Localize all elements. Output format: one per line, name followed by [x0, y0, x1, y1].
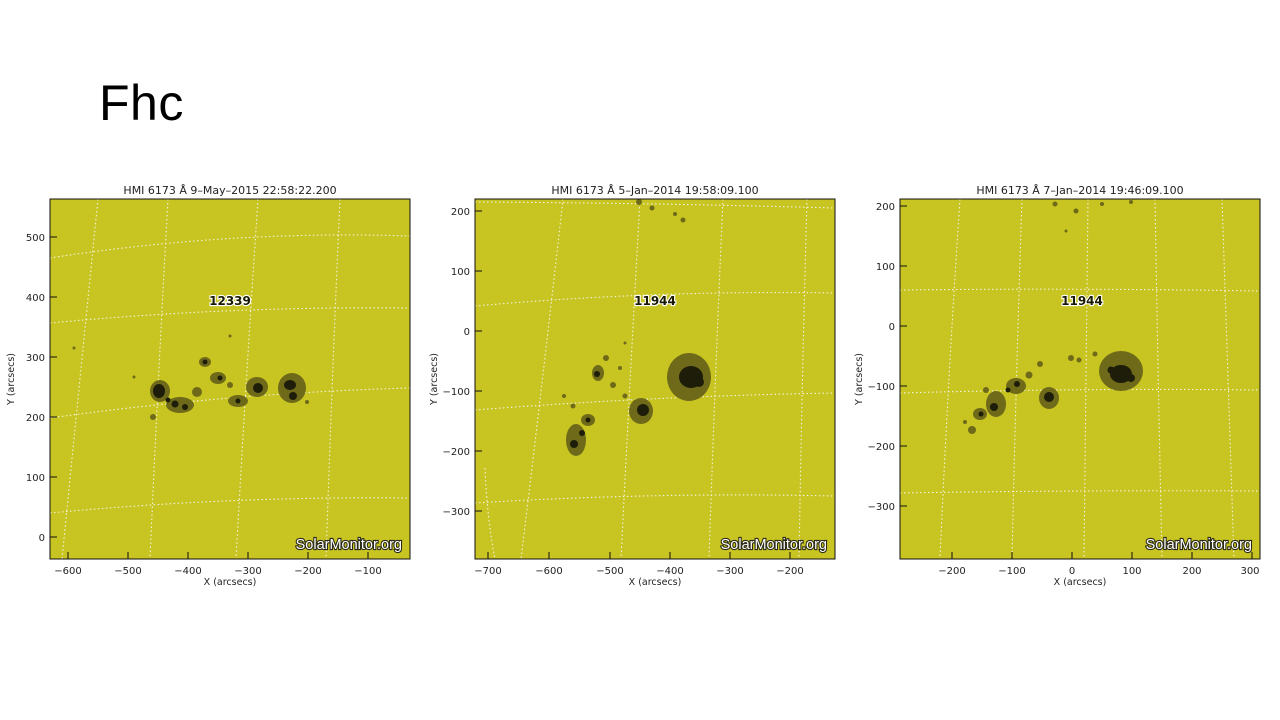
- y-axis-title: Y (arcsecs): [6, 353, 17, 406]
- y-tick-label: −100: [868, 382, 895, 393]
- sunspot-group: [963, 200, 1143, 434]
- x-tick-label: 100: [1122, 566, 1141, 577]
- x-tick-label: −200: [938, 566, 965, 577]
- y-tick-label: −200: [443, 447, 470, 458]
- x-tick-label: −300: [234, 566, 261, 577]
- x-tick-label: −600: [54, 566, 81, 577]
- watermark: SolarMonitor.org: [296, 537, 402, 553]
- solar-image: 12339 SolarMonitor.org: [49, 198, 411, 560]
- y-tick-label: 400: [26, 293, 45, 304]
- x-tick-label: −300: [716, 566, 743, 577]
- panel-title: HMI 6173 Å 7–Jan–2014 19:46:09.100: [976, 184, 1183, 197]
- y-tick-label: 200: [26, 413, 45, 424]
- x-tick-label: −400: [174, 566, 201, 577]
- y-tick-label: 500: [26, 233, 45, 244]
- x-axis-title: X (arcsecs): [204, 577, 257, 588]
- active-region-label: 11944: [634, 294, 676, 308]
- slide-title: Fhc: [99, 75, 184, 131]
- x-tick-label: −200: [294, 566, 321, 577]
- y-tick-label: 100: [451, 267, 470, 278]
- y-tick-label: 300: [26, 353, 45, 364]
- watermark: SolarMonitor.org: [1146, 537, 1252, 553]
- y-axis-title: Y (arcsecs): [854, 353, 865, 406]
- solar-image-panel-3: HMI 6173 Å 7–Jan–2014 19:46:09.100: [850, 178, 1270, 593]
- y-tick-label: 0: [464, 327, 470, 338]
- x-axis-title: X (arcsecs): [629, 577, 682, 588]
- x-tick-label: −500: [596, 566, 623, 577]
- x-tick-label: −600: [535, 566, 562, 577]
- panel-title: HMI 6173 Å 9–May–2015 22:58:22.200: [123, 184, 336, 197]
- solar-image-panel-1: HMI 6173 Å 9–May–2015 22:58:22.200: [0, 178, 420, 593]
- y-tick-label: 0: [889, 322, 895, 333]
- x-tick-label: 300: [1240, 566, 1259, 577]
- x-axis-title: X (arcsecs): [1054, 577, 1107, 588]
- active-region-label: 12339: [209, 294, 251, 308]
- y-tick-label: 200: [451, 207, 470, 218]
- panel-title: HMI 6173 Å 5–Jan–2014 19:58:09.100: [551, 184, 758, 197]
- solar-image: 11944 SolarMonitor.org: [474, 198, 836, 560]
- x-tick-label: 0: [1069, 566, 1075, 577]
- sunspot-group: [562, 199, 711, 456]
- x-tick-label: −500: [114, 566, 141, 577]
- y-tick-label: 0: [39, 533, 45, 544]
- y-tick-label: −300: [868, 502, 895, 513]
- heliographic-grid: [474, 198, 836, 560]
- y-tick-label: −100: [443, 387, 470, 398]
- y-tick-label: −200: [868, 442, 895, 453]
- x-tick-label: −400: [656, 566, 683, 577]
- y-tick-label: −300: [443, 507, 470, 518]
- y-axis-title: Y (arcsecs): [429, 353, 440, 406]
- x-tick-label: −100: [998, 566, 1025, 577]
- y-tick-label: 100: [876, 262, 895, 273]
- solar-image: 11944 SolarMonitor.org: [899, 198, 1261, 560]
- x-tick-label: −200: [776, 566, 803, 577]
- y-tick-label: 100: [26, 473, 45, 484]
- sunspot-group: [72, 334, 309, 420]
- x-tick-label: −100: [354, 566, 381, 577]
- watermark: SolarMonitor.org: [721, 537, 827, 553]
- x-tick-label: −700: [474, 566, 501, 577]
- x-tick-label: 200: [1182, 566, 1201, 577]
- solar-image-panel-2: HMI 6173 Å 5–Jan–2014 19:58:09.100: [425, 178, 845, 593]
- y-tick-label: 200: [876, 202, 895, 213]
- active-region-label: 11944: [1061, 294, 1103, 308]
